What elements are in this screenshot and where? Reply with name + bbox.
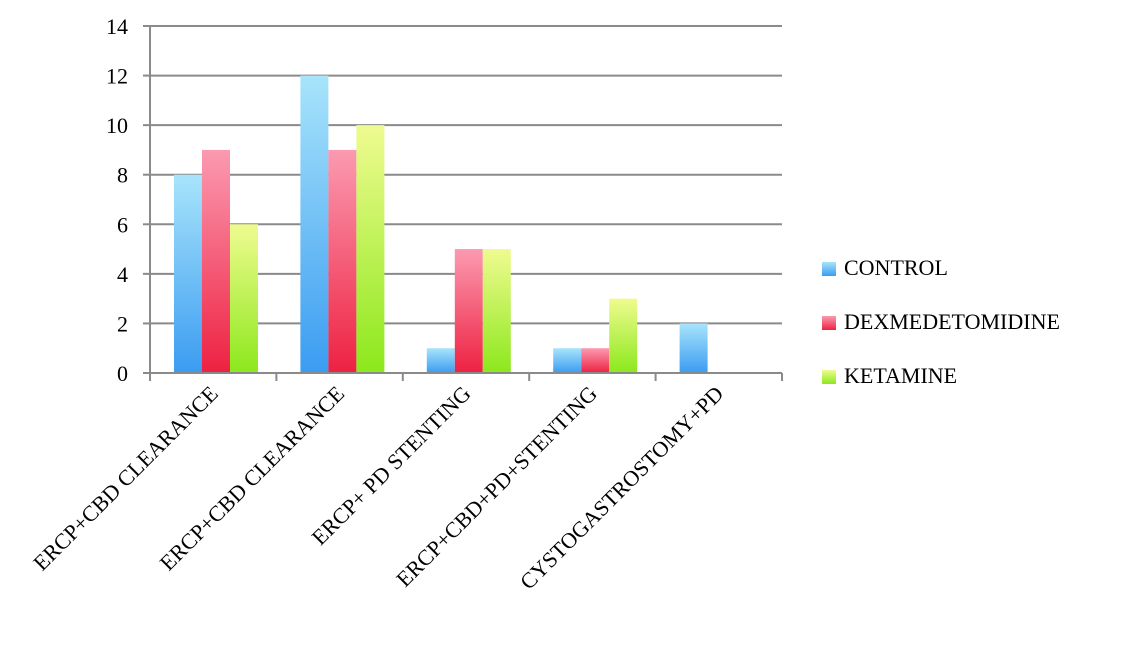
y-tick-label: 6: [117, 212, 128, 237]
y-tick-label: 12: [106, 64, 128, 89]
bar-control-0: [174, 174, 202, 373]
y-tick-label: 8: [117, 163, 128, 188]
legend-label-control: CONTROL: [844, 255, 948, 280]
y-tick-label: 14: [106, 14, 128, 39]
x-category-label: ERCP+CBD+PD+STENTING: [391, 381, 602, 592]
legend: CONTROL DEXMEDETOMIDINE KETAMINE: [822, 255, 1060, 388]
bar-ketamine-3: [609, 298, 638, 373]
y-axis-ticks: 0 2 4 6 8 10 12 14: [106, 14, 150, 386]
legend-label-dexmedetomidine: DEXMEDETOMIDINE: [844, 309, 1060, 334]
legend-swatch-dexmedetomidine: [822, 316, 836, 330]
bars: [174, 75, 708, 374]
y-tick-label: 10: [106, 113, 128, 138]
legend-swatch-ketamine: [822, 370, 836, 384]
bar-ketamine-2: [482, 249, 511, 373]
y-tick-label: 4: [117, 262, 128, 287]
bar-control-4: [679, 323, 708, 373]
bar-control-1: [300, 75, 329, 374]
y-tick-label: 0: [117, 361, 128, 386]
bar-ketamine-0: [230, 224, 258, 373]
y-tick-label: 2: [117, 311, 128, 336]
bar-dexmedetomidine-0: [202, 149, 230, 373]
bar-ketamine-1: [356, 125, 385, 374]
bar-dexmedetomidine-2: [454, 249, 483, 373]
axes: [149, 26, 783, 381]
bar-control-2: [426, 348, 455, 373]
legend-label-ketamine: KETAMINE: [844, 363, 957, 388]
x-category-label: CYSTOGASTROSTOMY+PD: [515, 381, 728, 594]
bar-dexmedetomidine-1: [328, 149, 357, 373]
legend-swatch-control: [822, 262, 836, 276]
bar-dexmedetomidine-3: [581, 348, 610, 373]
bar-control-3: [553, 348, 582, 373]
